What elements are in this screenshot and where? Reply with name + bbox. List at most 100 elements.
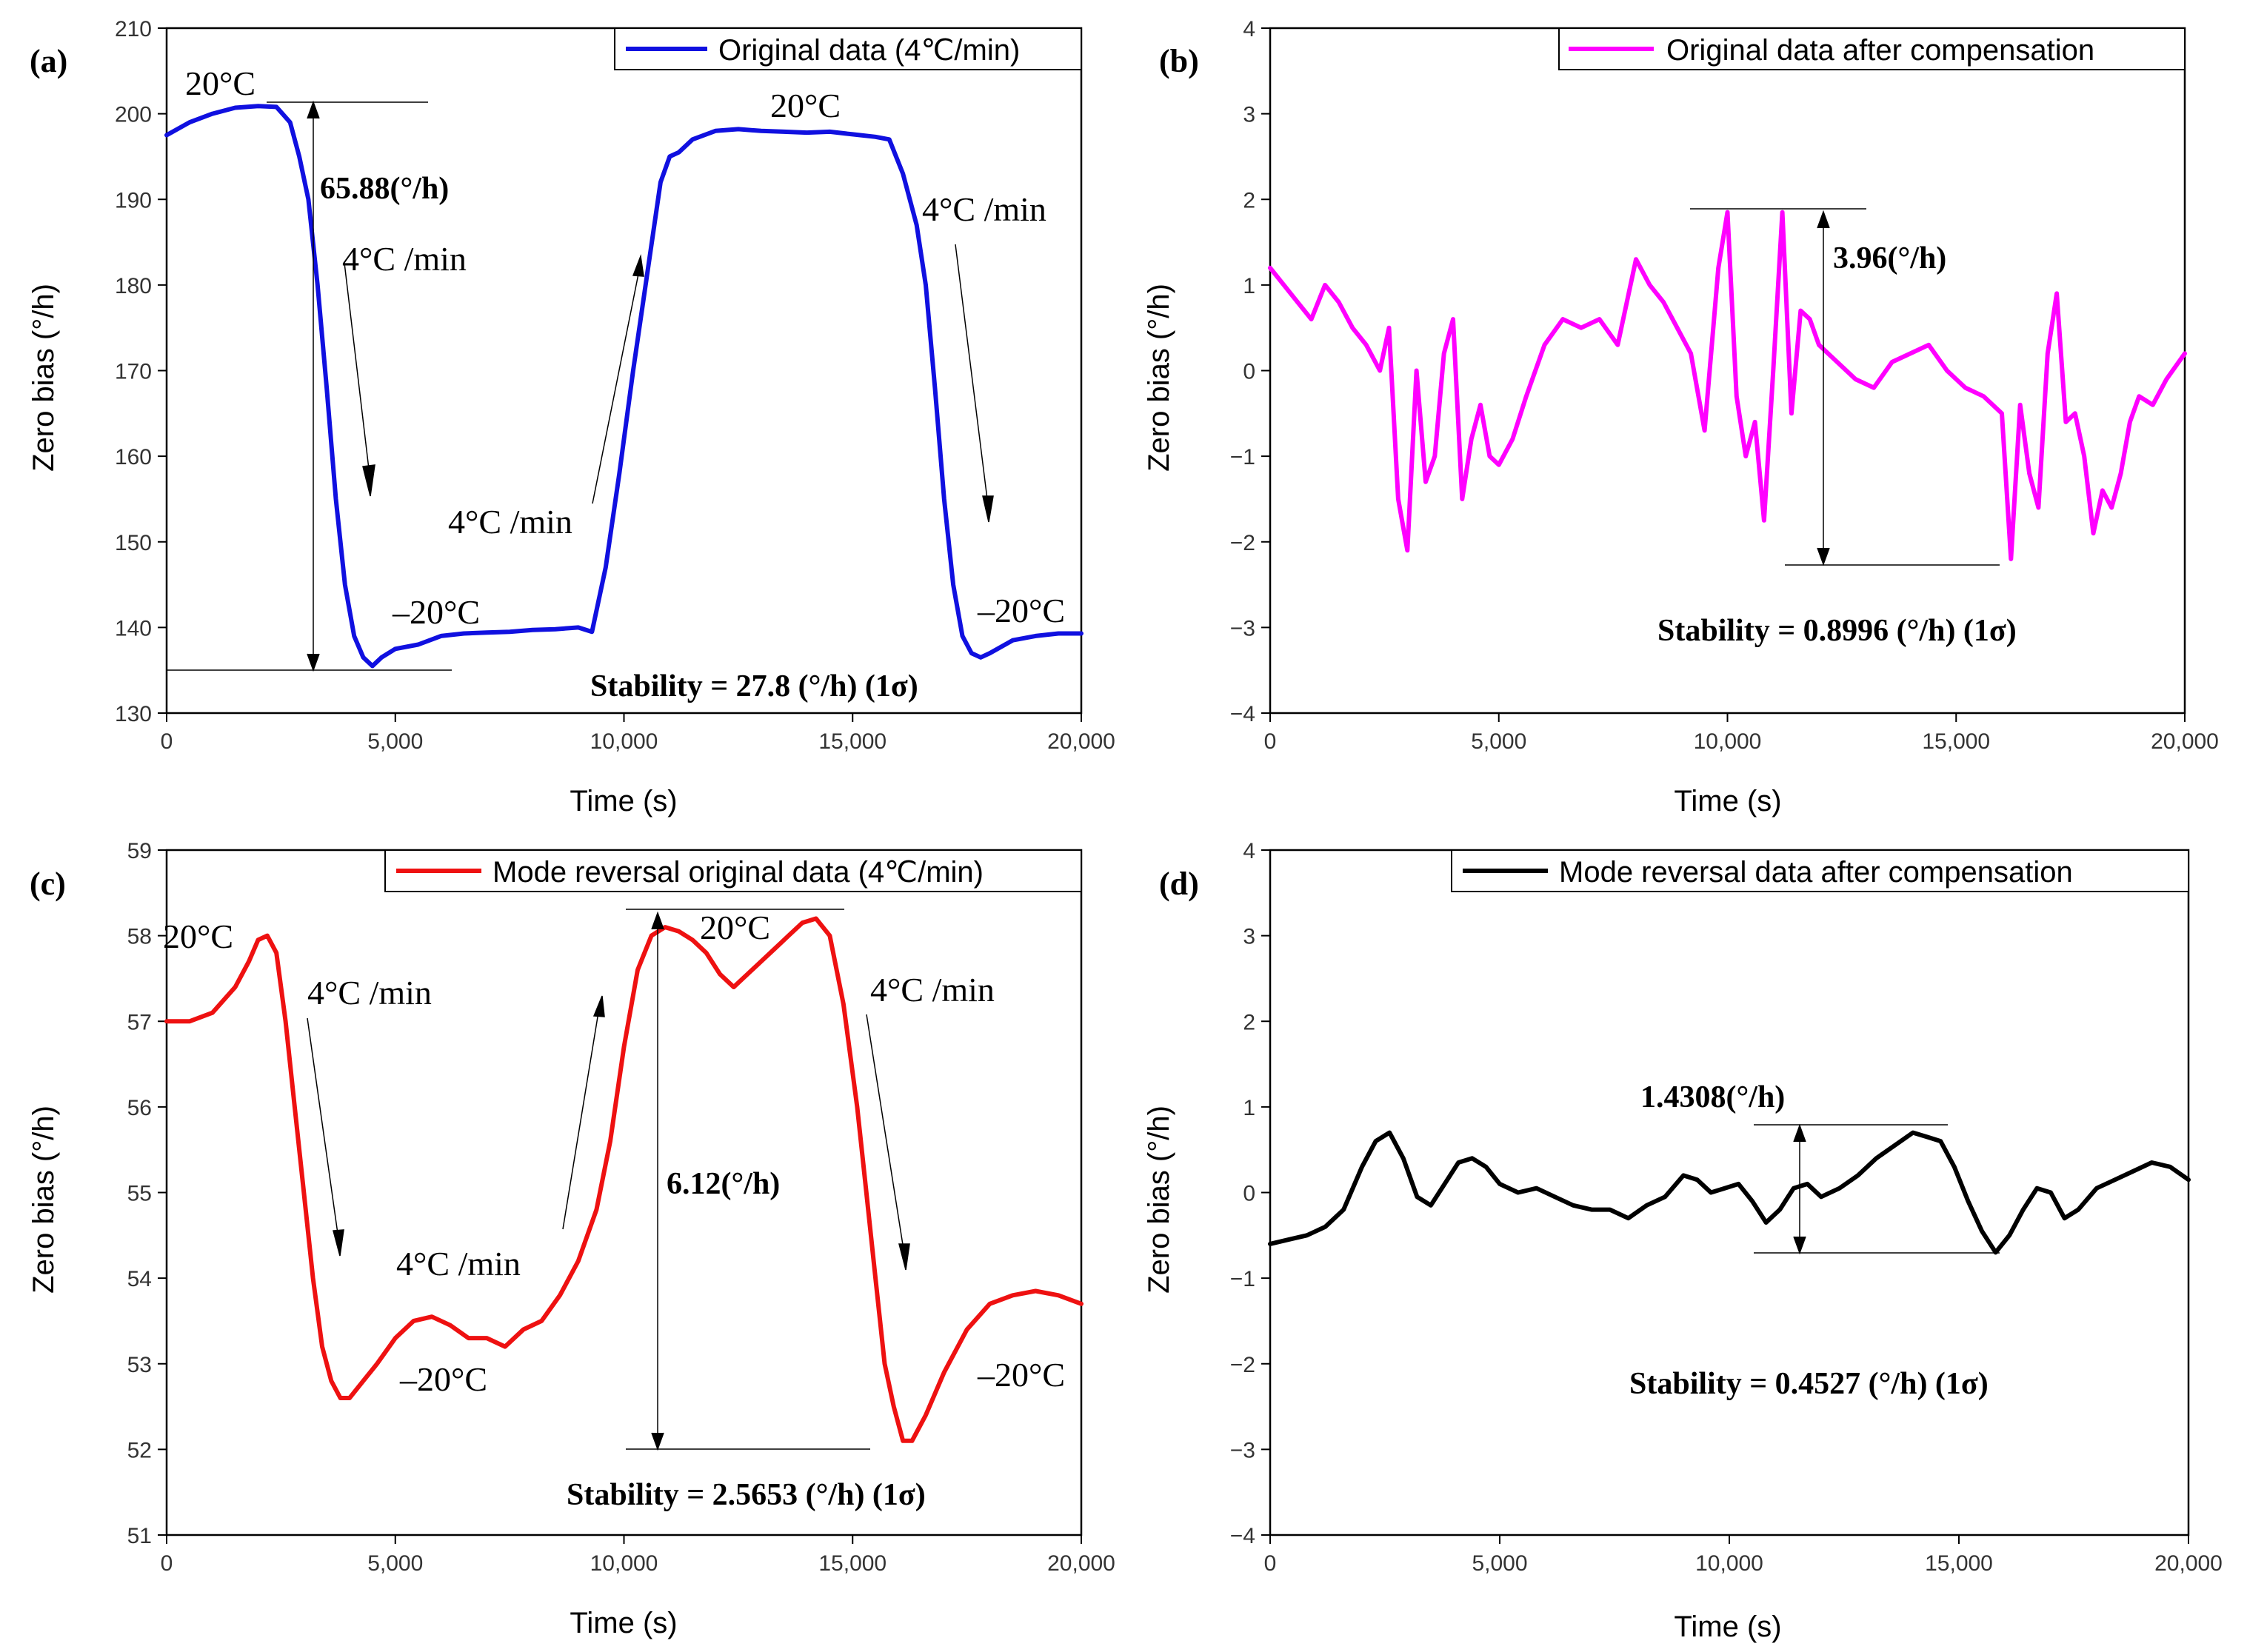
ann-a-2: 4°C /min	[342, 240, 467, 278]
y-tick-label-a: 130	[115, 702, 152, 726]
y-tick-label-a: 170	[115, 360, 152, 384]
y-tick-label-d: −1	[1230, 1267, 1255, 1291]
y-tick-label-d: −4	[1230, 1524, 1255, 1548]
y-tick-label-b: −1	[1230, 445, 1255, 469]
panel-label-c: (c)	[30, 866, 66, 902]
legend-box-c	[384, 849, 1082, 892]
legend-text-a: Original data (4℃/min)	[718, 34, 1020, 67]
ann-c-7: –20°C	[977, 1356, 1065, 1394]
y-tick-label-c: 58	[127, 925, 152, 949]
annotation-lines-b	[1690, 208, 2000, 566]
legend-box-b	[1558, 27, 2186, 70]
y-tick-label-a: 180	[115, 274, 152, 298]
legend-text-b: Original data after compensation	[1666, 34, 2094, 67]
ann-c-4: 20°C	[700, 909, 770, 946]
y-tick-label-c: 57	[127, 1010, 152, 1034]
panel-label-d: (d)	[1159, 866, 1199, 902]
panel-c: 0 5,000 10,000 15,000 20,000 51 52 53 54 55 56 57 58…	[27, 839, 1115, 1639]
y-tick-label-a: 200	[115, 103, 152, 127]
ann-a-1: 65.88(°/h)	[320, 172, 449, 206]
annotation-lines-d	[1754, 1123, 2000, 1255]
plot-frame-a	[165, 27, 1083, 715]
y-tick-label-c: 53	[127, 1353, 152, 1377]
ann-a-8: Stability = 27.8 (°/h) (1σ)	[590, 669, 918, 703]
x-tick-label-c: 5,000	[367, 1551, 423, 1576]
x-tick-label-c: 10,000	[590, 1551, 658, 1576]
y-tick-label-b: 4	[1243, 17, 1255, 41]
ann-c-5: 6.12(°/h)	[667, 1167, 780, 1201]
ann-c-1: 4°C /min	[307, 974, 432, 1011]
y-tick-label-b: 3	[1243, 103, 1255, 127]
x-tick-label-c: 15,000	[818, 1551, 887, 1576]
x-tick-label-d: 0	[1264, 1551, 1277, 1576]
legend-c: Mode reversal original data (4℃/min)	[384, 849, 1082, 892]
y-tick-label-c: 56	[127, 1096, 152, 1120]
y-tick-label-d: −3	[1230, 1438, 1255, 1462]
y-tick-label-d: 1	[1243, 1096, 1255, 1120]
x-tick-label-d: 20,000	[2154, 1551, 2223, 1576]
y-tick-label-d: 0	[1243, 1182, 1255, 1206]
y-tick-label-b: 1	[1243, 274, 1255, 298]
series-line-d	[1268, 1130, 2191, 1255]
x-tick-label-a: 10,000	[590, 729, 658, 754]
ann-a-3: 4°C /min	[448, 503, 572, 541]
y-tick-label-d: 3	[1243, 925, 1255, 949]
y-tick-label-c: 55	[127, 1182, 152, 1206]
legend-box-d	[1451, 849, 2189, 892]
x-tick-label-a: 15,000	[818, 729, 887, 754]
y-axis-label-d: Zero bias (°/h)	[1143, 1106, 1175, 1294]
y-axis-label-a: Zero bias (°/h)	[27, 284, 60, 472]
legend-text-d: Mode reversal data after compensation	[1559, 856, 2073, 889]
ann-d-1: Stability = 0.4527 (°/h) (1σ)	[1629, 1367, 1989, 1401]
x-tick-label-b: 20,000	[2151, 729, 2219, 754]
x-axis-label-d: Time (s)	[1674, 1611, 1781, 1643]
legend-d: Mode reversal data after compensation	[1451, 849, 2189, 892]
ann-a-4: –20°C	[392, 593, 480, 631]
y-tick-label-c: 52	[127, 1438, 152, 1462]
ann-c-3: –20°C	[399, 1360, 487, 1398]
x-tick-label-c: 0	[161, 1551, 173, 1576]
x-tick-label-b: 15,000	[1922, 729, 1990, 754]
legend-a: Original data (4℃/min)	[614, 27, 1082, 70]
y-tick-label-a: 150	[115, 531, 152, 555]
panel-label-a: (a)	[30, 43, 67, 79]
y-tick-label-d: 4	[1243, 839, 1255, 863]
ann-a-7: –20°C	[977, 592, 1065, 629]
y-tick-label-a: 140	[115, 616, 152, 641]
panel-a: 0 5,000 10,000 15,000 20,000 130 140 150 160 170 1…	[27, 17, 1115, 817]
ann-a-0: 20°C	[185, 64, 256, 102]
y-tick-label-a: 160	[115, 445, 152, 469]
ann-b-1: Stability = 0.8996 (°/h) (1σ)	[1657, 614, 2017, 648]
y-tick-label-a: 190	[115, 188, 152, 213]
ann-d-0: 1.4308(°/h)	[1640, 1080, 1785, 1114]
ann-c-0: 20°C	[163, 917, 233, 955]
x-axis-label-a: Time (s)	[570, 785, 677, 817]
y-axis-label-b: Zero bias (°/h)	[1143, 284, 1175, 472]
ann-c-6: 4°C /min	[870, 971, 995, 1009]
y-tick-label-b: −3	[1230, 616, 1255, 641]
y-tick-label-d: −2	[1230, 1353, 1255, 1377]
x-tick-label-b: 0	[1264, 729, 1277, 754]
x-axis-label-b: Time (s)	[1674, 785, 1781, 817]
x-tick-label-a: 20,000	[1047, 729, 1115, 754]
annotation-lines-c	[307, 909, 910, 1451]
ann-c-8: Stability = 2.5653 (°/h) (1σ)	[567, 1478, 926, 1512]
ann-c-2: 4°C /min	[396, 1245, 521, 1283]
x-tick-label-d: 10,000	[1695, 1551, 1763, 1576]
legend-b: Original data after compensation	[1558, 27, 2186, 70]
y-tick-label-a: 210	[115, 17, 152, 41]
y-tick-label-b: 2	[1243, 188, 1255, 213]
panel-d: 0 5,000 10,000 15,000 20,000 −4 −3 −2 −1 0 1 2 3 4 (d…	[1143, 839, 2223, 1643]
series-line-b	[1268, 210, 2187, 561]
series-line-a	[164, 104, 1084, 669]
series-line-c	[164, 916, 1084, 1443]
ann-a-6: 4°C /min	[922, 190, 1046, 228]
y-tick-label-d: 2	[1243, 1010, 1255, 1034]
y-tick-label-b: −2	[1230, 531, 1255, 555]
x-axis-label-c: Time (s)	[570, 1607, 677, 1639]
x-tick-label-d: 15,000	[1925, 1551, 1993, 1576]
x-tick-label-c: 20,000	[1047, 1551, 1115, 1576]
y-tick-label-b: 0	[1243, 360, 1255, 384]
x-tick-label-a: 5,000	[367, 729, 423, 754]
